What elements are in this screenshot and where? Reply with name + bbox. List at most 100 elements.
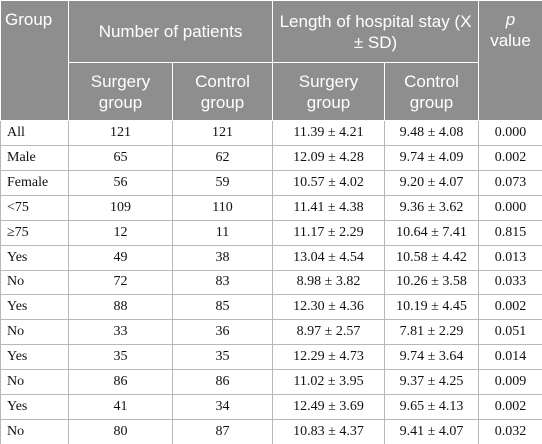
table-cell: 35	[171, 344, 274, 371]
table-cell: 72	[68, 269, 173, 296]
header-cell: Control group	[384, 62, 480, 121]
table-row: Female 56 59 10.57 ± 4.02 9.20 ± 4.07 0.073	[0, 169, 542, 196]
table-row: No 72 83 8.98 ± 3.82 10.26 ± 3.58 0.033	[0, 269, 542, 296]
table-cell: 11.41 ± 4.38	[272, 194, 386, 221]
table-cell: 11.39 ± 4.21	[272, 120, 386, 146]
header-cell: Group	[0, 0, 69, 121]
table-row: Yes 88 85 12.30 ± 4.36 10.19 ± 4.45 0.002	[0, 294, 542, 321]
table-cell: 36	[171, 319, 274, 346]
table-cell: 12	[68, 219, 173, 246]
table-cell: 121	[171, 120, 274, 146]
header-cell: Number of patients	[67, 0, 274, 63]
table-row: ≥75 12 11 11.17 ± 2.29 10.64 ± 7.41 0.815	[0, 219, 542, 246]
row-label: <75	[0, 194, 69, 221]
table-cell: 59	[171, 169, 274, 196]
table-cell: 9.74 ± 3.64	[384, 344, 480, 371]
table-cell: 12.30 ± 4.36	[272, 294, 386, 321]
table-cell: 0.002	[478, 294, 542, 321]
table-cell: 11.02 ± 3.95	[272, 369, 386, 396]
table-cell: 12.09 ± 4.28	[272, 144, 386, 171]
table-cell: 0.013	[478, 244, 542, 271]
table-cell: 0.032	[478, 419, 542, 444]
header-text: value	[490, 31, 531, 50]
table-cell: 0.002	[478, 144, 542, 171]
table-cell: 9.41 ± 4.07	[384, 419, 480, 444]
row-label: No	[0, 269, 69, 296]
header-cell: Length of hospital stay (X ± SD)	[272, 0, 480, 63]
table-body: All 121 121 11.39 ± 4.21 9.48 ± 4.08 0.000 Mal…	[0, 120, 542, 444]
table-cell: 10.58 ± 4.42	[384, 244, 480, 271]
table-cell: 10.83 ± 4.37	[272, 419, 386, 444]
table-cell: 62	[171, 144, 274, 171]
table-cell: 34	[171, 394, 274, 421]
header-cell: Surgery group	[68, 62, 173, 121]
header-text: p	[505, 10, 516, 29]
table-cell: 109	[68, 194, 173, 221]
table-cell: 0.815	[478, 219, 542, 246]
table-cell: 9.48 ± 4.08	[384, 120, 480, 146]
table-cell: 121	[68, 120, 173, 146]
row-label: Yes	[0, 394, 69, 421]
table-cell: 80	[68, 419, 173, 444]
table-cell: 8.98 ± 3.82	[272, 269, 386, 296]
row-label: No	[0, 419, 69, 444]
row-label: ≥75	[0, 219, 69, 246]
table-cell: 86	[68, 369, 173, 396]
table-cell: 0.002	[478, 394, 542, 421]
row-label: Yes	[0, 294, 69, 321]
table-cell: 9.36 ± 3.62	[384, 194, 480, 221]
table-cell: 9.74 ± 4.09	[384, 144, 480, 171]
header-cell: Control group	[171, 62, 274, 121]
table-cell: 38	[171, 244, 274, 271]
table-row: No 86 86 11.02 ± 3.95 9.37 ± 4.25 0.009	[0, 369, 542, 396]
row-label: Female	[0, 169, 69, 196]
table-cell: 13.04 ± 4.54	[272, 244, 386, 271]
table-row: Yes 49 38 13.04 ± 4.54 10.58 ± 4.42 0.013	[0, 244, 542, 271]
table-row: Male 65 62 12.09 ± 4.28 9.74 ± 4.09 0.002	[0, 144, 542, 171]
table-cell: 33	[68, 319, 173, 346]
header-cell: Surgery group	[272, 62, 386, 121]
table-cell: 0.033	[478, 269, 542, 296]
row-label: Yes	[0, 344, 69, 371]
row-label: All	[0, 120, 69, 146]
table-cell: 11	[171, 219, 274, 246]
table-cell: 87	[171, 419, 274, 444]
table-cell: 11.17 ± 2.29	[272, 219, 386, 246]
table-cell: 56	[68, 169, 173, 196]
table-cell: 10.64 ± 7.41	[384, 219, 480, 246]
table-cell: 0.014	[478, 344, 542, 371]
table-cell: 49	[68, 244, 173, 271]
table-cell: 0.000	[478, 194, 542, 221]
table-cell: 9.20 ± 4.07	[384, 169, 480, 196]
table-row: Yes 41 34 12.49 ± 3.69 9.65 ± 4.13 0.002	[0, 394, 542, 421]
table-cell: 65	[68, 144, 173, 171]
header-cell: p value	[478, 0, 542, 121]
table-row: No 80 87 10.83 ± 4.37 9.41 ± 4.07 0.032	[0, 419, 542, 444]
table-cell: 0.009	[478, 369, 542, 396]
table-cell: 85	[171, 294, 274, 321]
table-row: Yes 35 35 12.29 ± 4.73 9.74 ± 3.64 0.014	[0, 344, 542, 371]
table-cell: 9.37 ± 4.25	[384, 369, 480, 396]
row-label: No	[0, 319, 69, 346]
table-cell: 9.65 ± 4.13	[384, 394, 480, 421]
table-cell: 88	[68, 294, 173, 321]
table-cell: 12.49 ± 3.69	[272, 394, 386, 421]
row-label: No	[0, 369, 69, 396]
table-cell: 10.19 ± 4.45	[384, 294, 480, 321]
table-cell: 0.051	[478, 319, 542, 346]
table-cell: 86	[171, 369, 274, 396]
table-row: All 121 121 11.39 ± 4.21 9.48 ± 4.08 0.000	[0, 120, 542, 146]
table-cell: 0.073	[478, 169, 542, 196]
row-label: Yes	[0, 244, 69, 271]
row-label: Male	[0, 144, 69, 171]
table-cell: 83	[171, 269, 274, 296]
table-cell: 10.26 ± 3.58	[384, 269, 480, 296]
table-cell: 7.81 ± 2.29	[384, 319, 480, 346]
table-row: <75 109 110 11.41 ± 4.38 9.36 ± 3.62 0.000	[0, 194, 542, 221]
table-cell: 10.57 ± 4.02	[272, 169, 386, 196]
table-row: No 33 36 8.97 ± 2.57 7.81 ± 2.29 0.051	[0, 319, 542, 346]
table-cell: 41	[68, 394, 173, 421]
table-cell: 110	[171, 194, 274, 221]
